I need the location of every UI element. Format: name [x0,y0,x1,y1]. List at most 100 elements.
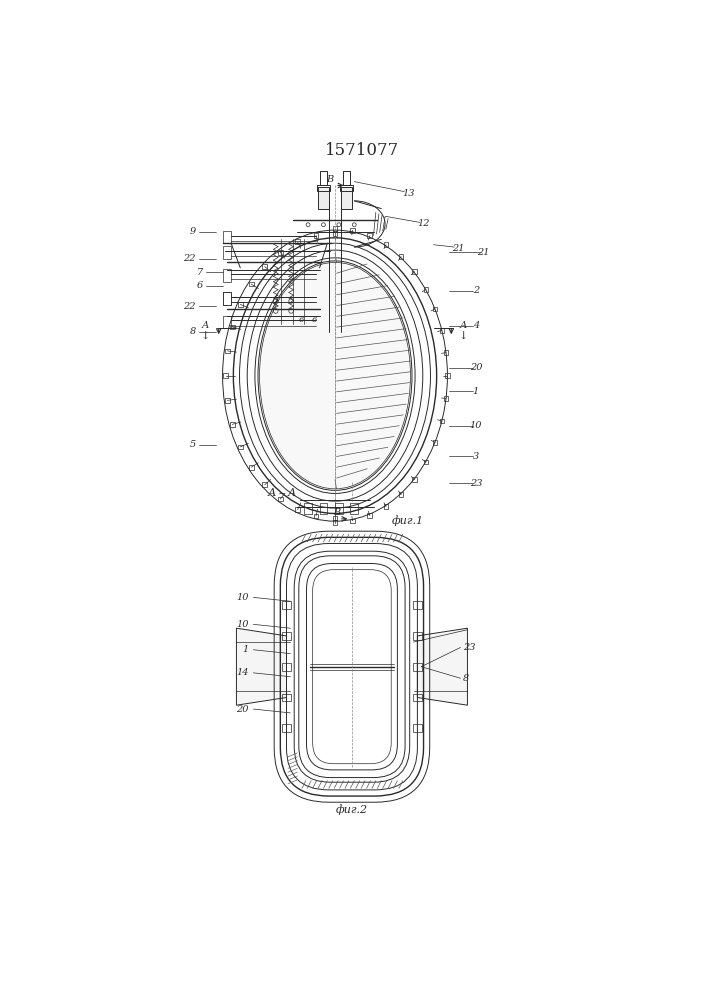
Bar [339,185,354,191]
Bar [423,460,428,464]
Text: ↓: ↓ [458,332,467,342]
Bar [413,601,422,609]
Text: 6: 6 [299,316,305,324]
Bar [278,250,283,255]
Bar [399,492,404,497]
Bar [223,246,231,259]
Text: 23: 23 [469,479,482,488]
Text: фиг.2: фиг.2 [336,804,368,815]
Text: 1: 1 [243,645,249,654]
Bar [350,519,355,523]
Bar [225,398,230,403]
Bar [314,514,318,518]
Text: 7: 7 [197,268,204,277]
Bar [333,231,337,235]
Polygon shape [236,628,286,705]
Bar [413,694,422,701]
Bar [343,171,351,185]
Bar [230,325,235,329]
Bar [384,504,388,509]
Bar [249,282,254,286]
Bar [296,507,300,512]
Bar [412,477,417,482]
Bar [433,307,438,311]
Bar [317,185,330,191]
Bar [412,269,417,274]
Text: А: А [202,321,209,330]
Bar [444,396,448,401]
Text: ↓: ↓ [201,332,210,342]
Bar [350,228,355,233]
Bar [282,694,291,701]
Text: 23: 23 [463,643,475,652]
Text: А: А [459,321,467,330]
Bar [282,724,291,732]
Text: 8: 8 [463,674,469,683]
Bar [318,187,329,209]
Text: 22: 22 [183,302,196,311]
Bar [223,231,231,243]
Bar [320,503,327,514]
Bar [413,724,422,732]
Text: 13: 13 [402,189,414,198]
Polygon shape [417,628,467,705]
Text: 22: 22 [183,254,196,263]
Text: 5: 5 [189,440,196,449]
Text: 6: 6 [197,281,204,290]
Bar [333,520,337,525]
Bar [335,503,343,514]
Bar [399,254,404,259]
Text: 2: 2 [473,286,479,295]
Bar [413,663,422,671]
Bar [314,233,318,238]
Text: 21: 21 [477,248,490,257]
Text: 20: 20 [469,363,482,372]
Text: 12: 12 [417,219,430,228]
Bar [282,632,291,640]
Text: 4: 4 [473,321,479,330]
Text: 20: 20 [236,705,249,714]
Bar [238,302,243,307]
Bar [384,242,388,247]
Bar [262,482,267,487]
Bar [225,349,230,353]
Bar [341,187,352,209]
Bar [282,601,291,609]
Text: 21: 21 [452,244,464,253]
Text: 3: 3 [473,452,479,461]
Bar [351,503,358,514]
Bar [249,465,254,470]
Bar [413,632,422,640]
Bar [223,292,231,305]
Bar [423,287,428,292]
Bar [223,292,231,305]
Bar [282,663,291,671]
Bar [368,233,372,238]
Bar [333,516,337,520]
Bar [223,316,231,328]
Bar [440,328,444,333]
Bar [223,373,228,378]
Text: 6: 6 [312,316,317,324]
Text: В: В [333,508,340,517]
Bar [333,226,337,231]
Text: 1: 1 [473,387,479,396]
Text: 1571077: 1571077 [325,142,399,159]
Bar [368,513,372,518]
Bar [238,445,243,449]
Text: 10: 10 [469,421,482,430]
Text: фиг.1: фиг.1 [392,515,424,526]
Text: А – А: А – А [268,488,298,498]
Text: 9: 9 [189,227,196,236]
Text: 14: 14 [236,668,249,677]
Text: В: В [326,175,333,184]
Bar [296,239,300,244]
Ellipse shape [258,261,412,490]
Bar [262,264,267,269]
Bar [444,350,448,355]
Bar [433,440,438,445]
Text: 10: 10 [236,593,249,602]
Text: 10: 10 [236,620,249,629]
Bar [230,422,235,427]
Text: 8: 8 [189,327,196,336]
